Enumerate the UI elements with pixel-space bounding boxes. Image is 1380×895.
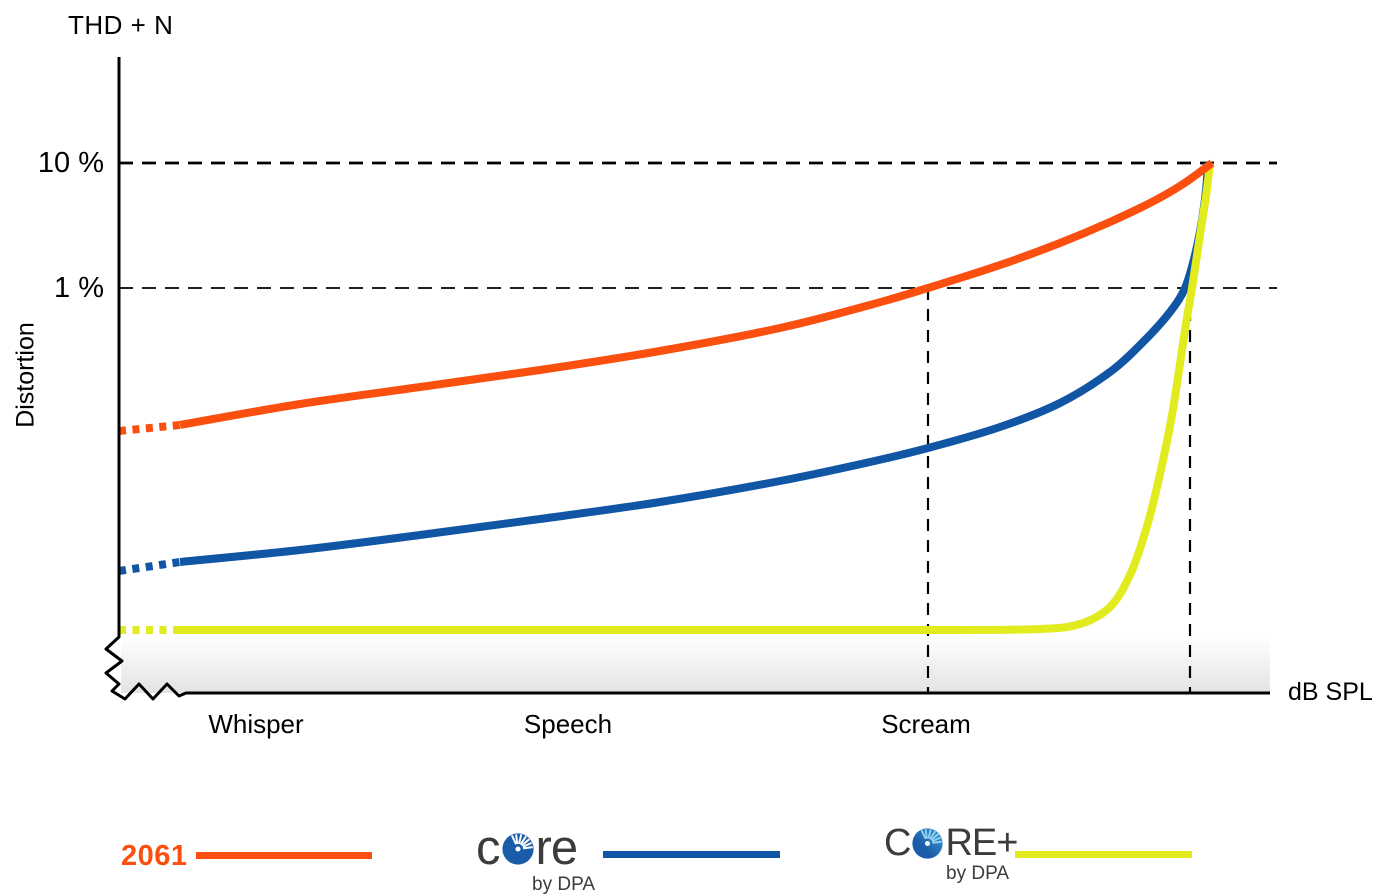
core-logo-byline: by DPA (532, 874, 596, 895)
legend-swatch-coreplus (1015, 851, 1192, 858)
coreplus-logo-suffix: RE+ (945, 822, 1018, 864)
x-axis-title: dB SPL (1288, 678, 1373, 706)
curve-2061-dotted-start (118, 421, 181, 435)
legend-swatch-2061 (196, 852, 372, 859)
curve-core-dotted-start (118, 558, 181, 575)
axis-fade-gradient (121, 636, 1270, 693)
coreplus-logo-byline: by DPA (946, 863, 1010, 884)
y-tick-1-percent: 1 % (54, 272, 104, 304)
core-logo-disc-icon (501, 832, 534, 865)
x-label-scream: Scream (881, 709, 971, 739)
coreplus-logo-disc-icon (912, 827, 944, 859)
x-label-speech: Speech (523, 709, 613, 739)
curve-coreplus (180, 162, 1214, 635)
x-label-whisper: Whisper (208, 709, 304, 739)
core-by-dpa-logo: c re by DPA (476, 824, 595, 895)
y-axis-label: Distortion (11, 322, 40, 428)
axes-with-break (104, 57, 1270, 701)
legend-label-2061: 2061 (121, 840, 188, 872)
curve-core (179, 162, 1212, 566)
y-axis-title: THD + N (68, 10, 174, 40)
core-logo-suffix: re (535, 821, 579, 875)
coreplus-logo-prefix: C (884, 822, 911, 864)
coreplus-by-dpa-logo: C RE+ by DPA (884, 822, 1018, 885)
curve-2061 (179, 159, 1215, 429)
y-tick-10-percent: 10 % (37, 147, 104, 179)
core-logo-prefix: c (476, 821, 500, 875)
legend-swatch-core (603, 851, 780, 858)
